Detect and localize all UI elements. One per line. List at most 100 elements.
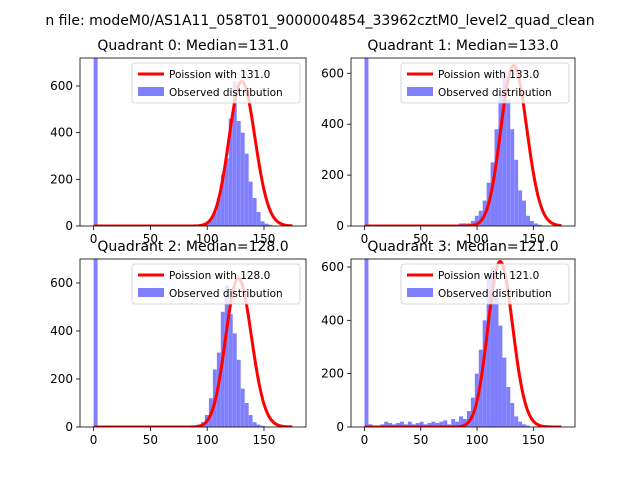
- hist-bar: [399, 421, 404, 427]
- hist-bar: [260, 221, 265, 226]
- x-tick-label: 50: [413, 232, 428, 246]
- legend-box: [131, 263, 301, 305]
- hist-bar: [435, 423, 440, 427]
- hist-bar: [252, 198, 257, 226]
- hist-bar: [463, 419, 467, 427]
- hist-bar: [537, 224, 542, 226]
- x-tick-label: 0: [361, 433, 369, 447]
- hist-bar: [212, 212, 217, 226]
- hist-bar: [232, 333, 237, 427]
- hist-bar: [443, 420, 448, 427]
- hist-bar: [470, 220, 475, 226]
- hist-bar: [388, 423, 393, 427]
- hist-bar: [514, 416, 519, 427]
- hist-bar: [490, 267, 495, 427]
- legend: Poission with 131.0 Observed distribution: [131, 62, 301, 104]
- hist-bar: [427, 423, 432, 427]
- hist-bar: [431, 421, 436, 427]
- hist-bar: [415, 423, 420, 427]
- hist-bar: [482, 320, 487, 427]
- x-tick-label: 50: [143, 232, 158, 246]
- plot-area: [364, 259, 562, 427]
- hist-bar: [364, 259, 369, 427]
- hist-bar: [474, 215, 479, 226]
- hist-bar: [248, 415, 253, 427]
- hist-bar: [384, 421, 389, 427]
- subplot-title: Quadrant 3: Median=121.0: [367, 239, 558, 255]
- hist-bar: [228, 314, 233, 427]
- axes-frame: [350, 258, 576, 428]
- hist-bar: [240, 388, 245, 427]
- hist-bar: [236, 121, 241, 226]
- hist-bar: [498, 93, 503, 226]
- y-tick-label: 400: [321, 313, 344, 327]
- x-tick-label: 0: [90, 232, 98, 246]
- y-tick-label: 200: [321, 367, 344, 381]
- axes-frame: [79, 258, 307, 428]
- legend: Poission with 128.0 Observed distribution: [131, 263, 301, 305]
- x-tick-label: 150: [522, 433, 545, 447]
- hist-bar: [93, 58, 98, 226]
- x-tick-label: 0: [361, 232, 369, 246]
- hist-bar: [459, 416, 463, 427]
- hist-bar: [526, 215, 530, 226]
- legend-hist-swatch: [407, 288, 433, 297]
- legend-poisson-label: Poission with 131.0: [169, 69, 270, 81]
- y-tick-label: 400: [50, 324, 73, 338]
- legend-box: [400, 62, 570, 104]
- hist-bar: [494, 296, 499, 427]
- y-tick-label: 0: [336, 219, 344, 233]
- legend-hist-label: Observed distribution: [169, 288, 283, 300]
- hist-bar: [220, 174, 225, 226]
- hist-bar: [248, 181, 253, 226]
- legend-hist-swatch: [138, 87, 164, 96]
- hist-bar: [518, 190, 523, 226]
- hist-bar: [451, 419, 456, 427]
- hist-bar: [264, 223, 269, 226]
- legend-poisson-label: Poission with 121.0: [438, 270, 539, 282]
- y-tick-label: 600: [321, 260, 344, 274]
- hist-bar: [364, 58, 369, 226]
- hist-bar: [407, 421, 412, 427]
- hist-bar: [208, 219, 213, 226]
- hist-bar: [419, 421, 424, 427]
- hist-bar: [506, 387, 511, 427]
- hist-bar: [268, 224, 273, 226]
- legend-poisson-label: Poission with 133.0: [438, 69, 539, 81]
- legend-hist-swatch: [407, 87, 433, 96]
- hist-bar: [244, 153, 249, 226]
- subplot-2: 0 50 100 150 0 200 400 600 Quadrant 2: Median=12…: [50, 239, 307, 447]
- hist-bar: [502, 357, 507, 427]
- subplot-0: 0 50 100 150 0 200 400 600 Quadrant 0: Median=13…: [50, 38, 307, 246]
- plot-area: [93, 58, 293, 226]
- legend-box: [400, 263, 570, 305]
- hist-bar: [478, 210, 483, 226]
- figure-title: n file: modeM0/AS1A11_058T01_9000004854_…: [45, 13, 594, 29]
- hist-bar: [490, 162, 495, 226]
- hist-bar: [224, 285, 229, 427]
- axes-frame: [79, 57, 307, 227]
- x-tick-label: 100: [196, 433, 219, 447]
- hist-bar: [514, 159, 519, 226]
- x-tick-label: 100: [466, 232, 489, 246]
- hist-bar: [506, 98, 511, 226]
- hist-bar: [522, 200, 527, 226]
- hist-bar: [522, 424, 527, 427]
- legend: Poission with 121.0 Observed distribution: [400, 263, 570, 305]
- hist-bar: [518, 421, 523, 427]
- hist-bar: [252, 422, 257, 427]
- hist-bar: [256, 424, 261, 427]
- hist-bar: [498, 325, 503, 427]
- hist-bar: [244, 403, 249, 427]
- subplot-1: 0 50 100 150 0 200 400 600 Quadrant 1: Median=13…: [321, 38, 576, 246]
- hist-bar: [260, 425, 265, 427]
- hist-bar: [224, 158, 229, 226]
- y-tick-label: 400: [50, 126, 73, 140]
- legend-hist-label: Observed distribution: [438, 87, 552, 99]
- legend-hist-label: Observed distribution: [169, 87, 283, 99]
- x-tick-label: 100: [196, 232, 219, 246]
- x-tick-label: 50: [143, 433, 158, 447]
- y-tick-label: 0: [65, 219, 73, 233]
